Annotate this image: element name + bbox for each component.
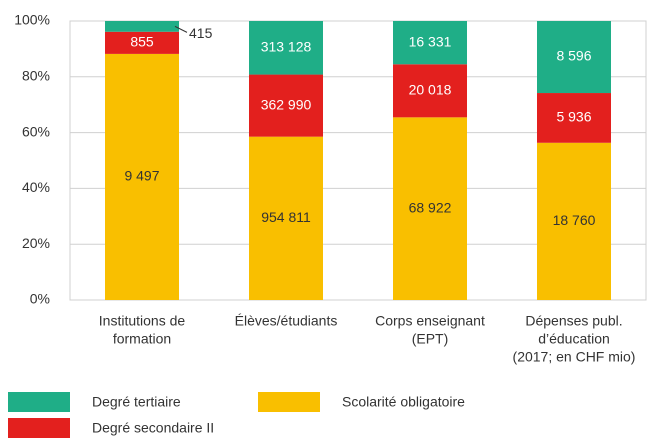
y-tick-label: 0% xyxy=(30,291,50,307)
x-tick-label: Corps enseignant xyxy=(375,313,485,329)
bar-segment xyxy=(393,117,467,300)
bar-segment xyxy=(393,21,467,65)
y-tick-label: 100% xyxy=(14,12,50,28)
x-tick-label: Institutions de xyxy=(99,313,186,329)
y-tick-label: 80% xyxy=(22,68,50,84)
bar-segment xyxy=(249,21,323,75)
legend-swatch xyxy=(258,392,320,412)
value-label: 68 922 xyxy=(409,199,452,215)
value-label: 362 990 xyxy=(261,96,312,112)
bar-segment xyxy=(537,93,611,143)
x-tick-label: d’éducation xyxy=(538,331,610,347)
value-label: 415 xyxy=(189,25,213,41)
value-label: 8 596 xyxy=(556,48,591,64)
y-tick-label: 60% xyxy=(22,123,50,139)
bar-segment xyxy=(537,21,611,94)
legend-label: Degré tertiaire xyxy=(92,394,181,410)
value-label: 954 811 xyxy=(261,209,311,225)
bar-segment xyxy=(537,142,611,300)
leader-line xyxy=(174,25,188,33)
value-label: 16 331 xyxy=(409,33,452,49)
y-tick-label: 40% xyxy=(22,179,50,195)
value-label: 855 xyxy=(130,34,154,50)
x-tick-label: Élèves/étudiants xyxy=(235,313,338,329)
value-label: 9 497 xyxy=(124,168,159,184)
bar-segment xyxy=(249,74,323,137)
x-tick-label: formation xyxy=(113,331,171,347)
x-tick-label: (2017; en CHF mio) xyxy=(513,349,636,365)
bar-segment xyxy=(105,21,179,32)
legend-swatch xyxy=(8,418,70,438)
value-label: 5 936 xyxy=(556,109,591,125)
y-tick-label: 20% xyxy=(22,235,50,251)
legend-label: Degré secondaire II xyxy=(92,420,214,436)
x-tick-label: Dépenses publ. xyxy=(525,313,622,329)
value-label: 20 018 xyxy=(409,82,452,98)
bar-segment xyxy=(393,64,467,118)
legend-swatch xyxy=(8,392,70,412)
value-label: 18 760 xyxy=(553,212,596,228)
x-tick-label: (EPT) xyxy=(412,331,449,347)
bar-segment xyxy=(249,136,323,300)
legend-label: Scolarité obligatoire xyxy=(342,394,465,410)
bar-segment xyxy=(105,31,179,54)
bar-segment xyxy=(105,53,179,300)
value-label: 313 128 xyxy=(261,38,312,54)
